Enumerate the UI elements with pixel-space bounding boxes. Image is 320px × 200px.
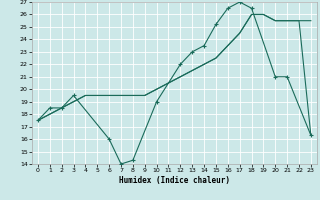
X-axis label: Humidex (Indice chaleur): Humidex (Indice chaleur) [119,176,230,185]
